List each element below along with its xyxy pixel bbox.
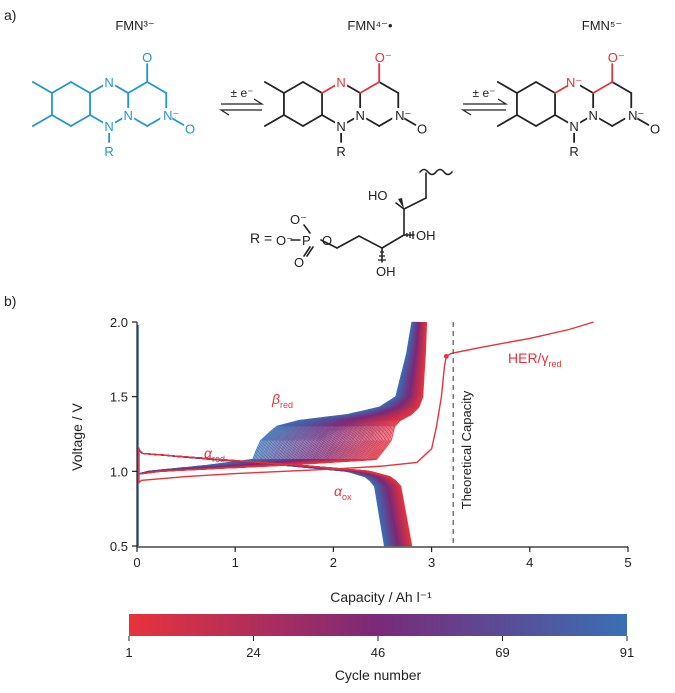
- atom-label: N: [104, 75, 113, 90]
- hash-bond-2: [378, 251, 386, 261]
- colorbar-tick-label: 69: [495, 645, 509, 660]
- atom-label: R: [104, 144, 113, 159]
- atom-label: N: [336, 75, 345, 90]
- atom-label: R: [336, 144, 345, 159]
- r-atom-oh-right: OH: [416, 228, 436, 243]
- atom-label: N⁻: [628, 108, 644, 123]
- atom-label: O: [142, 50, 152, 65]
- atom-label: N⁻: [566, 75, 582, 90]
- x-tick-label: 4: [526, 555, 533, 570]
- y-axis-label: Voltage / V: [69, 402, 85, 470]
- colorbar-tick-label: 1: [125, 645, 132, 660]
- r-atom-oh-bottom: OH: [376, 264, 396, 279]
- her-onset-marker: [443, 353, 449, 359]
- axes: 0 1 2 3 4 5 0.5 1.0 1.5 2.0: [110, 315, 632, 570]
- discharge-curve: [136, 447, 413, 547]
- atom-label: N: [588, 108, 597, 123]
- r-atom-o-double: O: [294, 255, 304, 270]
- r-atom-o-minus-left: O⁻: [276, 233, 293, 248]
- x-tick-label: 5: [624, 555, 631, 570]
- atom-label: N: [123, 108, 132, 123]
- molecule-fmn5: N⁻ NN N⁻ O⁻ O R: [496, 50, 660, 159]
- y-tick-label: 1.0: [110, 464, 128, 479]
- arrow-label-1: ± e⁻: [231, 86, 254, 100]
- colorbar-tick-label: 24: [246, 645, 260, 660]
- atom-label: N⁻: [395, 108, 411, 123]
- atom-label: O: [185, 121, 195, 136]
- atom-label: N: [569, 119, 578, 134]
- annotation-alpha-ox: αox: [334, 483, 352, 502]
- r-atom-p: P: [302, 233, 311, 248]
- y-tick-label: 1.5: [110, 390, 128, 405]
- equilibrium-arrow-2: [460, 98, 509, 116]
- annotation-theoretical-capacity: Theoretical Capacity: [459, 390, 474, 509]
- atom-label: O: [650, 121, 660, 136]
- x-tick-label: 2: [330, 555, 337, 570]
- species-label-fmn3: FMN³⁻: [115, 18, 154, 33]
- r-atom-o-minus-top: O⁻: [290, 212, 307, 227]
- annotation-alpha-red: αred: [204, 445, 225, 464]
- first-cycle-charge-curve: [136, 321, 594, 484]
- colorbar-ticks: 1 24 46 69 91: [125, 636, 634, 660]
- r-group-label: R =: [250, 230, 272, 246]
- r-group-structure: [290, 168, 453, 263]
- species-label-fmn5: FMN⁵⁻: [582, 18, 622, 33]
- y-tick-label: 0.5: [110, 539, 128, 554]
- equilibrium-arrow-1: [218, 98, 265, 116]
- x-axis-label: Capacity / Ah l⁻¹: [330, 589, 432, 605]
- atom-label: N: [355, 108, 364, 123]
- molecule-fmn4: NNN N⁻O⁻OR: [263, 50, 427, 159]
- annotation-her: HER/γred: [508, 350, 561, 369]
- y-tick-label: 2.0: [110, 315, 128, 330]
- x-tick-label: 0: [133, 555, 140, 570]
- species-label-fmn4: FMN⁴⁻•: [347, 18, 393, 33]
- cycle-curves: [136, 321, 594, 547]
- molecule-fmn3: NNN N⁻OOR: [31, 50, 195, 159]
- r-atom-o-ester: O: [322, 233, 332, 248]
- atom-label: N: [336, 119, 345, 134]
- colorbar-tick-label: 91: [620, 645, 634, 660]
- colorbar: [129, 614, 627, 636]
- atom-label: O: [417, 121, 427, 136]
- r-atom-ho-top: HO: [368, 188, 388, 203]
- x-tick-label: 3: [428, 555, 435, 570]
- atom-label: R: [569, 144, 578, 159]
- hash-bond-1: [406, 231, 414, 239]
- colorbar-label: Cycle number: [335, 667, 422, 683]
- wedge-bond-1: [398, 198, 404, 209]
- annotation-beta-red: βred: [271, 391, 293, 410]
- panel-a-label: a): [4, 7, 16, 23]
- colorbar-tick-label: 46: [371, 645, 385, 660]
- charge-curve: [136, 321, 428, 475]
- voltage-capacity-plot: 0 1 2 3 4 5 0.5 1.0 1.5 2.0: [110, 315, 632, 570]
- atom-label: O⁻: [608, 50, 625, 65]
- atom-label: N: [104, 119, 113, 134]
- x-tick-label: 1: [232, 555, 239, 570]
- atom-label: O⁻: [375, 50, 392, 65]
- panel-b-label: b): [4, 293, 16, 309]
- arrow-label-2: ± e⁻: [473, 86, 496, 100]
- atom-label: N⁻: [163, 108, 179, 123]
